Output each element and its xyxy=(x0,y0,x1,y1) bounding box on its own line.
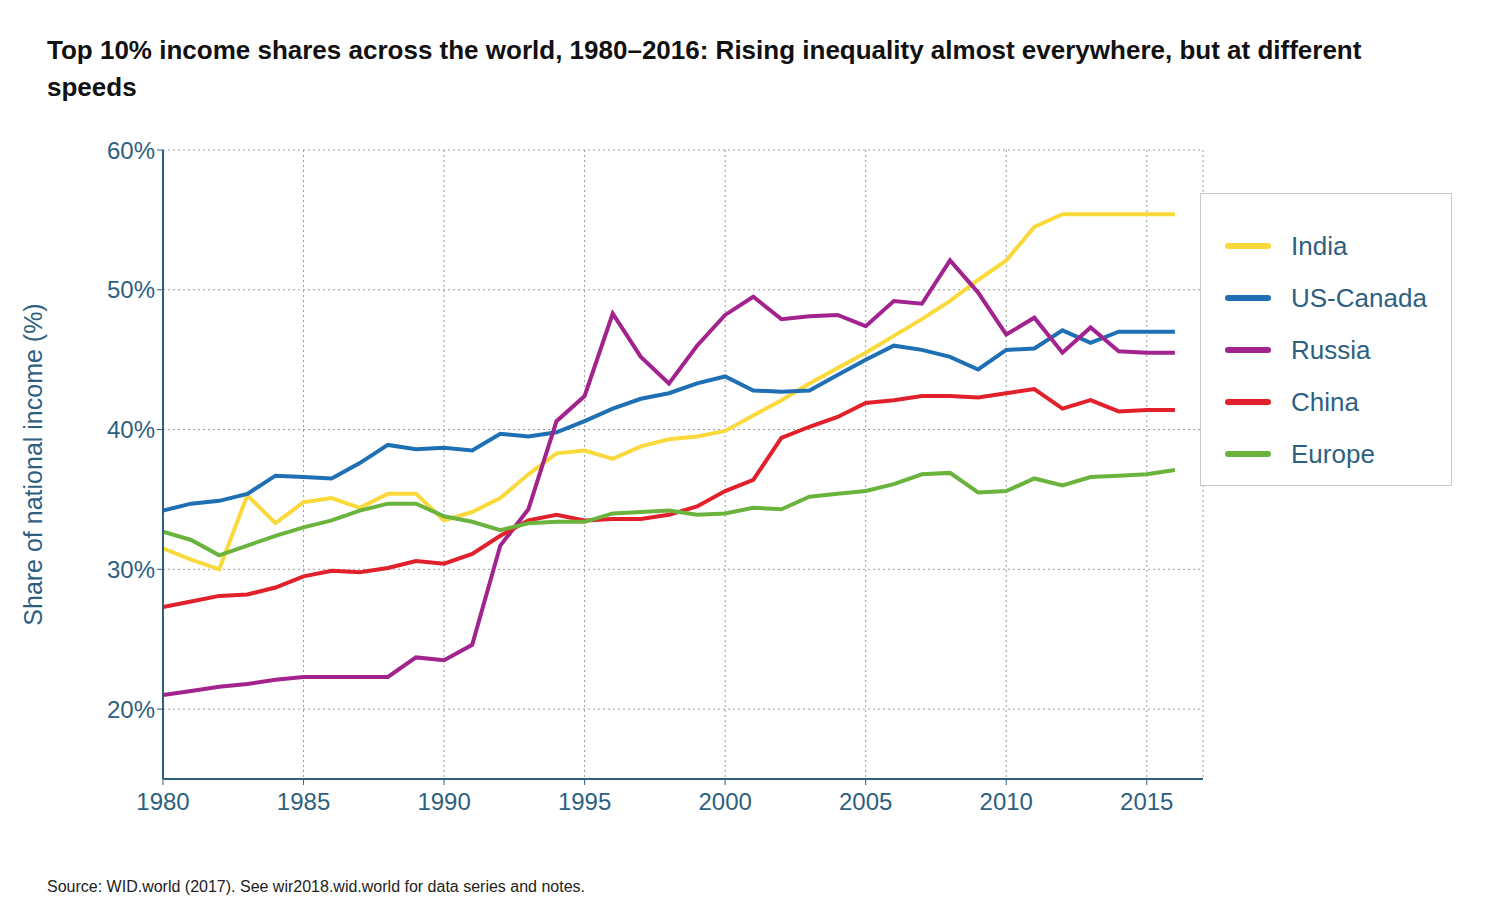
html-text:China: China xyxy=(1291,386,1359,417)
html-text:Source: WID.world (2017). See: Source: WID.world (2017). See wir2018.wi… xyxy=(47,878,585,895)
svg-text:60%: 60% xyxy=(107,137,155,164)
svg-text:1995: 1995 xyxy=(558,788,611,815)
svg-text:30%: 30% xyxy=(107,556,155,583)
svg-text:Share of national income (%): Share of national income (%) xyxy=(19,303,47,625)
html-text:Russia: Russia xyxy=(1291,334,1371,365)
html-text:India: India xyxy=(1291,230,1348,261)
html-text:US-Canada: US-Canada xyxy=(1291,282,1427,313)
svg-text:1990: 1990 xyxy=(417,788,470,815)
svg-text:2005: 2005 xyxy=(839,788,892,815)
svg-text:20%: 20% xyxy=(107,696,155,723)
html-text:Europe: Europe xyxy=(1291,438,1375,469)
svg-text:2015: 2015 xyxy=(1120,788,1173,815)
svg-text:50%: 50% xyxy=(107,276,155,303)
svg-text:2010: 2010 xyxy=(980,788,1033,815)
html-text:Top 10% income shares across t: Top 10% income shares across the world, … xyxy=(47,35,1362,102)
svg-text:2000: 2000 xyxy=(698,788,751,815)
svg-text:1980: 1980 xyxy=(136,788,189,815)
svg-text:40%: 40% xyxy=(107,416,155,443)
svg-text:1985: 1985 xyxy=(277,788,330,815)
